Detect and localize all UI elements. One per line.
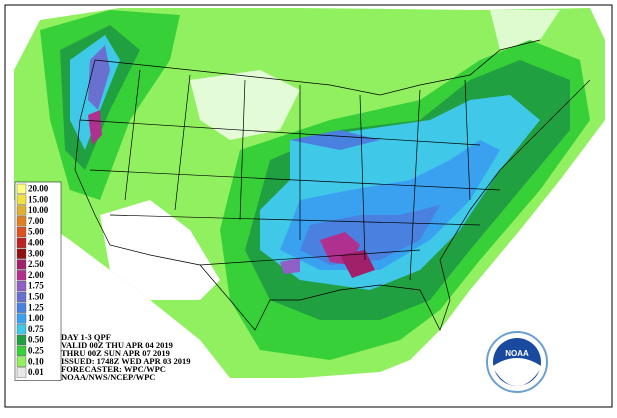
legend-label: 5.00 (28, 227, 44, 237)
legend-label: 1.25 (28, 302, 44, 312)
border-canada (94, 39, 541, 96)
field-250 (340, 250, 375, 278)
dry-canada (490, 10, 560, 50)
field-175 (280, 258, 300, 274)
legend-label: 7.00 (28, 216, 44, 226)
legend-swatch (16, 291, 27, 303)
legend: 20.0015.0010.007.005.004.003.002.502.001… (14, 181, 62, 381)
legend-label: 0.25 (28, 345, 44, 355)
info-line: VALID 00Z THU APR 04 2019 (61, 340, 173, 350)
border-us (74, 59, 591, 331)
legend-swatch (16, 281, 27, 292)
legend-label: 0.10 (28, 356, 44, 366)
legend-swatch (16, 302, 27, 313)
legend-label: 15.00 (28, 194, 49, 204)
legend-swatch (16, 194, 27, 205)
field-200-west (88, 110, 102, 145)
legend-label: 1.50 (28, 291, 44, 301)
logo-text: NOAA (505, 349, 529, 358)
legend-swatch (16, 183, 27, 195)
legend-label: 20.00 (28, 183, 49, 193)
legend-label: 10.00 (28, 205, 49, 215)
dry-southwest (100, 200, 220, 300)
legend-swatch (16, 356, 27, 367)
info-line: NOAA/NWS/NCEP/WPC (61, 372, 155, 382)
legend-swatch (16, 237, 27, 249)
noaa-logo: NOAA (486, 331, 548, 393)
info-line: DAY 1-3 QPF (61, 332, 111, 342)
legend-label: 0.01 (28, 367, 44, 377)
state-lines-ew (79, 119, 501, 266)
logo-wave (493, 358, 541, 386)
legend-label: 3.00 (28, 248, 44, 258)
info-line: ISSUED: 1748Z WED APR 03 2019 (61, 356, 191, 366)
legend-swatch (16, 205, 27, 216)
legend-label: 0.75 (28, 324, 44, 334)
legend-swatch (16, 216, 27, 227)
dry-plains (190, 70, 300, 140)
legend-swatch (16, 367, 27, 378)
legend-label: 1.75 (28, 281, 44, 291)
legend-swatch (16, 259, 27, 270)
legend-swatch (16, 270, 27, 281)
legend-swatch (16, 324, 27, 335)
legend-swatch (16, 226, 27, 238)
info-line: THRU 00Z SUN APR 07 2019 (61, 348, 170, 358)
boundaries (74, 39, 591, 331)
legend-label: 4.00 (28, 237, 44, 247)
legend-swatch (16, 335, 27, 346)
field-125-lakes (290, 130, 380, 150)
legend-swatch (16, 345, 27, 357)
state-lines-ns (124, 69, 471, 281)
legend-label: 0.50 (28, 335, 44, 345)
legend-label: 1.00 (28, 313, 44, 323)
precip-fields (14, 8, 605, 378)
legend-label: 2.00 (28, 270, 44, 280)
legend-label: 2.50 (28, 259, 44, 269)
info-line: FORECASTER: WPC/WPC (61, 364, 166, 374)
legend-swatch (16, 313, 27, 324)
legend-swatch (16, 248, 27, 259)
